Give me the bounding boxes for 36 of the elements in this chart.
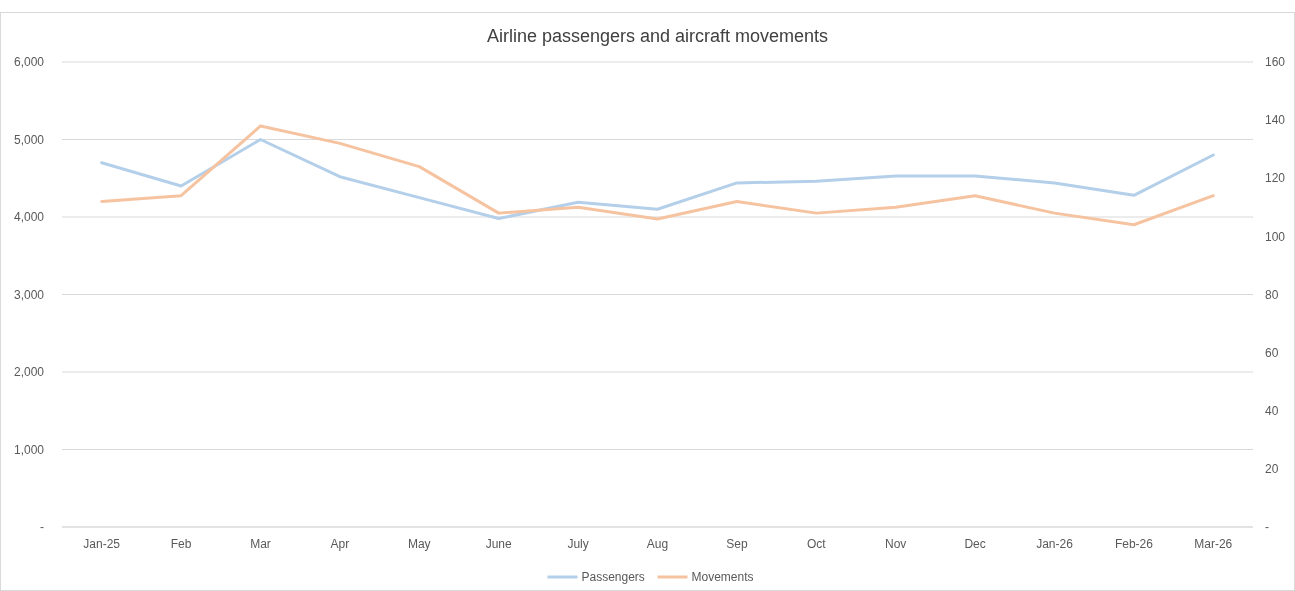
y-tick-label: 2,000 <box>13 365 45 380</box>
x-tick-label: Aug <box>646 537 669 551</box>
x-tick-label: Oct <box>806 537 827 551</box>
legend-label: Passengers <box>581 570 645 585</box>
x-tick-label: Jan-25 <box>83 537 121 551</box>
y-tick-label: 5,000 <box>13 132 45 147</box>
x-tick-label: Dec <box>964 537 986 551</box>
x-tick-label: June <box>485 537 513 551</box>
chart-title: Airline passengers and aircraft movements <box>486 26 829 46</box>
x-tick-label: Sep <box>726 537 748 551</box>
line-series <box>100 124 1215 227</box>
y2-tick-label: - <box>1265 520 1269 535</box>
y2-tick-label: 120 <box>1265 171 1286 186</box>
x-tick-label: Mar <box>250 537 271 551</box>
x-tick-label: Jan-26 <box>1036 537 1074 551</box>
x-tick-label: May <box>407 537 431 551</box>
y2-tick-label: 160 <box>1265 55 1286 70</box>
x-tick-label: Nov <box>885 537 907 551</box>
y2-tick-label: 140 <box>1265 113 1286 128</box>
line-series <box>100 138 1215 221</box>
y2-tick-label: 100 <box>1265 229 1286 244</box>
y-tick-label: 3,000 <box>13 287 45 302</box>
x-tick-label: Mar-26 <box>1194 537 1233 551</box>
y2-tick-label: 40 <box>1265 403 1279 418</box>
x-tick-label: Feb <box>170 537 192 551</box>
y-tick-label: 1,000 <box>13 442 45 457</box>
y-tick-label: 6,000 <box>13 55 45 70</box>
y2-tick-label: 80 <box>1265 287 1279 302</box>
y-tick-label: - <box>40 520 44 535</box>
y2-tick-label: 20 <box>1265 462 1279 477</box>
y2-tick-label: 60 <box>1265 345 1279 360</box>
x-tick-label: July <box>567 537 589 551</box>
x-tick-label: Apr <box>330 537 350 551</box>
x-tick-label: Feb-26 <box>1114 537 1154 551</box>
y-tick-label: 4,000 <box>13 210 45 225</box>
legend-label: Movements <box>691 570 754 585</box>
